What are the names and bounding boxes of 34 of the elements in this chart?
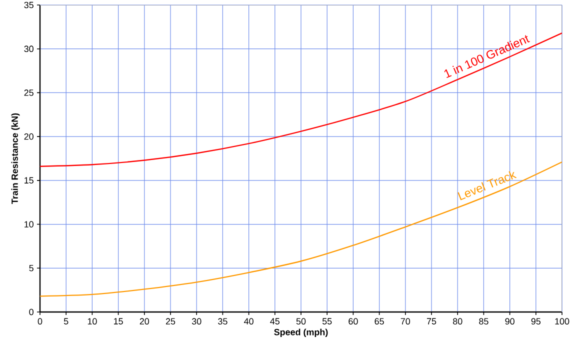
- x-tick-label: 65: [374, 318, 384, 325]
- y-tick-label: 30: [24, 46, 34, 52]
- x-tick-label: 10: [88, 318, 97, 325]
- x-tick-label: 40: [244, 318, 254, 325]
- y-tick-label: 10: [24, 221, 34, 228]
- y-axis-title: Train Resistance (kN): [11, 113, 20, 204]
- x-tick-label: 45: [270, 318, 280, 324]
- x-tick-label: 60: [348, 318, 358, 325]
- x-tick-label: 0: [38, 318, 42, 325]
- x-tick-label: 35: [218, 318, 228, 325]
- x-tick-label: 5: [64, 318, 68, 324]
- line-series: [40, 161, 562, 297]
- y-tick-label: 35: [24, 2, 34, 8]
- text: Level Track: [458, 171, 517, 200]
- y-tick-label: 15: [24, 177, 34, 184]
- line-series: [40, 32, 562, 167]
- y-tick-label: 25: [24, 90, 34, 96]
- x-tick-label: 85: [479, 318, 488, 325]
- x-tick-label: 30: [192, 318, 202, 325]
- x-axis-title: Speed (mph): [274, 328, 328, 338]
- x-tick-label: 75: [426, 318, 436, 324]
- y-tick-label: 5: [29, 265, 34, 272]
- x-tick-label: 55: [322, 318, 332, 324]
- x-tick-label: 20: [140, 318, 150, 325]
- x-tick-label: 95: [531, 318, 541, 325]
- x-tick-label: 70: [400, 318, 410, 325]
- x-tick-label: 80: [453, 318, 462, 325]
- x-tick-label: 50: [296, 318, 306, 325]
- y-tick-label: 0: [29, 308, 34, 316]
- x-tick-label: 90: [505, 318, 514, 325]
- x-tick-label: 100: [555, 318, 570, 325]
- x-tick-label: 15: [114, 318, 123, 324]
- y-tick-label: 20: [24, 133, 34, 140]
- x-tick-label: 25: [166, 318, 176, 325]
